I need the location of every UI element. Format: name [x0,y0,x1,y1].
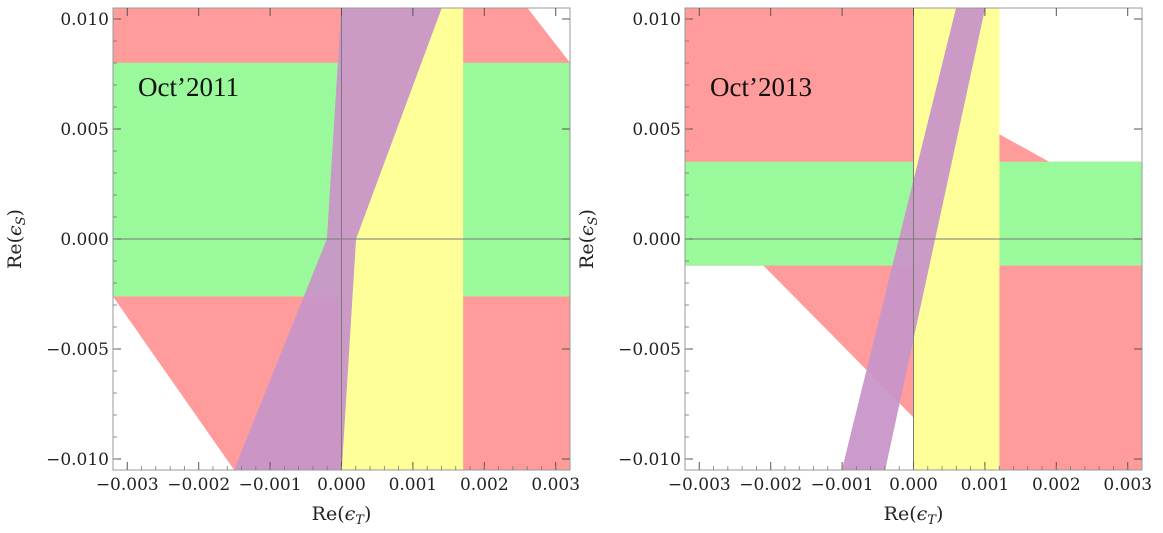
y-tick-label: 0.000 [632,230,681,250]
y-tick-label: 0.005 [632,120,681,140]
chart-panel-oct-2013: −0.003 −0.002 −0.001 0.000 0.001 0.002 0.003 0.… [576,7,1152,528]
x-tick-label: 0.002 [460,475,509,495]
y-axis-label: Re(ϵS) [576,209,601,269]
y-tick-label: 0.010 [60,10,109,30]
x-tick-label: 0.001 [961,475,1010,495]
y-tick-label: −0.010 [618,450,681,470]
y-tick-label: −0.010 [46,450,109,470]
x-tick-label: −0.003 [668,475,731,495]
chart-panel-oct-2011: −0.003 −0.002 −0.001 0.000 0.001 0.002 0.003 0.… [4,7,580,528]
x-axis-label: Re(ϵT) [884,503,944,528]
plot-area [685,8,1142,470]
x-tick-label: 0.003 [531,475,580,495]
x-tick-label: −0.002 [167,475,230,495]
x-axis-label: Re(ϵT) [312,503,372,528]
x-tick-label: 0.000 [317,475,366,495]
y-tick-label: 0.005 [60,120,109,140]
y-tick-label: −0.005 [618,340,681,360]
panel-annotation: Oct’2011 [138,72,239,102]
x-tick-label: 0.003 [1103,475,1152,495]
x-tick-label: −0.002 [739,475,802,495]
panel-annotation: Oct’2013 [710,72,812,102]
y-axis-label: Re(ϵS) [4,209,29,269]
x-tick-label: 0.000 [889,475,938,495]
y-tick-label: 0.000 [60,230,109,250]
y-tick-label: 0.010 [632,10,681,30]
plot-area [113,8,570,470]
x-tick-label: 0.002 [1032,475,1081,495]
y-tick-label: −0.005 [46,340,109,360]
x-tick-label: −0.001 [239,475,302,495]
x-tick-label: −0.001 [811,475,874,495]
x-tick-label: −0.003 [96,475,159,495]
x-tick-label: 0.001 [389,475,438,495]
